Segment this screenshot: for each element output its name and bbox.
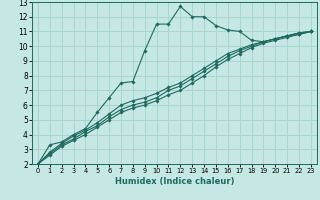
X-axis label: Humidex (Indice chaleur): Humidex (Indice chaleur) [115,177,234,186]
